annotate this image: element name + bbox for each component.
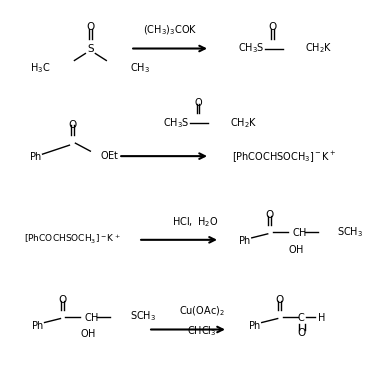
- Text: O: O: [59, 295, 66, 305]
- Text: $\mathsf{CH}$: $\mathsf{CH}$: [291, 226, 307, 238]
- Text: O: O: [269, 22, 277, 31]
- Text: $\mathsf{SCH_3}$: $\mathsf{SCH_3}$: [130, 310, 157, 323]
- Text: $\mathsf{Ph}$: $\mathsf{Ph}$: [28, 150, 42, 162]
- Text: $\mathsf{Ph}$: $\mathsf{Ph}$: [248, 318, 261, 331]
- Text: O: O: [68, 120, 76, 130]
- Text: S: S: [87, 43, 94, 53]
- Text: $\mathsf{OH}$: $\mathsf{OH}$: [80, 328, 97, 339]
- Text: $\mathsf{(CH_3)_3COK}$: $\mathsf{(CH_3)_3COK}$: [143, 24, 197, 37]
- Text: O: O: [266, 210, 274, 220]
- Text: $\mathsf{CH_3S}$: $\mathsf{CH_3S}$: [238, 41, 265, 55]
- Text: $\mathsf{CH}$: $\mathsf{CH}$: [84, 311, 100, 323]
- Text: $\mathsf{CH_3}$: $\mathsf{CH_3}$: [130, 61, 150, 75]
- Text: $\mathsf{C}$: $\mathsf{C}$: [298, 311, 306, 323]
- Text: $\mathsf{OH}$: $\mathsf{OH}$: [288, 243, 304, 255]
- Text: O: O: [194, 98, 202, 108]
- Text: $\mathsf{CHCl_3}$: $\mathsf{CHCl_3}$: [187, 324, 217, 338]
- Text: $\mathsf{OEt}$: $\mathsf{OEt}$: [100, 149, 120, 161]
- Text: $\mathsf{[PhCOCHSOCH_3]^-K^+}$: $\mathsf{[PhCOCHSOCH_3]^-K^+}$: [24, 233, 121, 247]
- Text: $\mathsf{Cu(OAc)_2}$: $\mathsf{Cu(OAc)_2}$: [179, 305, 225, 318]
- Text: O: O: [86, 22, 95, 31]
- Text: $\mathsf{Ph}$: $\mathsf{Ph}$: [30, 318, 44, 331]
- Text: $\mathsf{Ph}$: $\mathsf{Ph}$: [238, 234, 251, 246]
- Text: O: O: [298, 328, 306, 338]
- Text: $\mathsf{H_3C}$: $\mathsf{H_3C}$: [30, 61, 51, 75]
- Text: $\mathsf{CH_3S}$: $\mathsf{CH_3S}$: [163, 116, 190, 130]
- Text: $\mathsf{HCl,\ H_2O}$: $\mathsf{HCl,\ H_2O}$: [172, 215, 218, 229]
- Text: $\mathsf{SCH_3}$: $\mathsf{SCH_3}$: [337, 225, 364, 239]
- Text: $\mathsf{CH_2K}$: $\mathsf{CH_2K}$: [305, 41, 332, 55]
- Text: $\mathsf{[PhCOCHSOCH_3]^-K^+}$: $\mathsf{[PhCOCHSOCH_3]^-K^+}$: [233, 149, 337, 164]
- Text: $\mathsf{H}$: $\mathsf{H}$: [317, 311, 326, 323]
- Text: O: O: [276, 295, 284, 305]
- Text: $\mathsf{CH_2K}$: $\mathsf{CH_2K}$: [230, 116, 257, 130]
